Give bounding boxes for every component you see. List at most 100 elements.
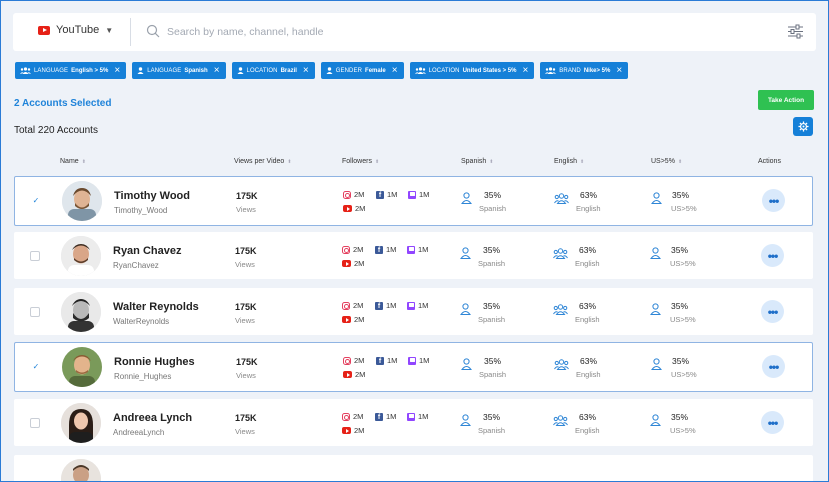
instagram-icon (342, 245, 350, 254)
close-icon[interactable]: × (616, 64, 623, 76)
facebook-icon: f (375, 245, 383, 254)
us-label: US>5% (671, 204, 697, 213)
users-icon (20, 67, 31, 74)
filter-chip[interactable]: LOCATION Brazil × (231, 62, 315, 79)
table-row[interactable]: ✓ Walter Reynolds WalterReynolds 175K Views 2… (14, 288, 813, 335)
close-icon[interactable]: × (213, 64, 220, 76)
take-action-button[interactable]: Take Action (758, 90, 814, 110)
chip-key: BRAND (559, 67, 581, 74)
more-actions-button[interactable]: ••• (762, 355, 785, 378)
facebook-followers: f 1M (376, 190, 397, 199)
row-checkbox[interactable]: ✓ (31, 196, 41, 206)
filter-sliders-icon[interactable] (787, 23, 804, 40)
twitch-icon (408, 190, 416, 199)
user-icon (459, 413, 472, 431)
instagram-icon (343, 190, 351, 199)
account-name[interactable]: Walter Reynolds (113, 301, 199, 313)
twitch-icon (407, 301, 415, 310)
check-icon: ✓ (32, 196, 40, 205)
spanish-value: 35% (484, 190, 502, 200)
avatar (61, 403, 101, 443)
filter-chip[interactable]: LANGUAGE English > 5% × (15, 62, 127, 79)
twitch-followers: 1M (407, 245, 428, 254)
col-name[interactable]: Name ⬍ (60, 158, 86, 165)
platform-dropdown[interactable]: YouTube ▼ (38, 24, 113, 36)
twitch-icon (407, 245, 415, 254)
table-row[interactable]: ✓ Ronnie Hughes Ronnie_Hughes 175K Views 2M f 1… (14, 342, 813, 392)
user-icon (460, 191, 473, 209)
search-input[interactable] (167, 22, 727, 42)
row-checkbox[interactable]: ✓ (31, 362, 41, 372)
user-icon (459, 246, 472, 264)
close-icon[interactable]: × (391, 64, 398, 76)
english-label: English (575, 315, 600, 324)
user-icon (459, 302, 472, 320)
facebook-icon: f (375, 412, 383, 421)
twitch-followers: 1M (407, 301, 428, 310)
youtube-icon (343, 205, 352, 212)
more-actions-button[interactable]: ••• (761, 244, 784, 267)
spanish-label: Spanish (478, 315, 506, 324)
twitch-icon (408, 356, 416, 365)
account-handle: Ronnie_Hughes (114, 372, 172, 381)
col-views[interactable]: Views per Video ⬍ (234, 158, 292, 165)
col-english[interactable]: English ⬍ (554, 158, 585, 165)
instagram-icon (342, 412, 350, 421)
chip-key: LANGUAGE (147, 67, 182, 74)
more-actions-button[interactable]: ••• (762, 189, 785, 212)
user-icon (649, 302, 662, 320)
col-us[interactable]: US>5% ⬍ (651, 158, 683, 165)
english-value: 63% (580, 356, 598, 366)
close-icon[interactable]: × (114, 64, 121, 76)
account-name[interactable]: Ronnie Hughes (114, 356, 195, 368)
table-row[interactable] (14, 455, 813, 481)
col-spanish[interactable]: Spanish ⬍ (461, 158, 494, 165)
spanish-label: Spanish (479, 204, 507, 213)
chip-value: Spanish (184, 67, 208, 74)
us-label: US>5% (671, 370, 697, 379)
table-row[interactable]: ✓ Ryan Chavez RyanChavez 175K Views 2M f1M 1M 2M… (14, 232, 813, 279)
close-icon[interactable]: × (522, 64, 529, 76)
views-value: 175K (236, 357, 258, 367)
avatar (61, 292, 101, 332)
instagram-followers: 2M (342, 301, 363, 310)
row-checkbox[interactable]: ✓ (30, 307, 40, 317)
us-value: 35% (671, 245, 689, 255)
more-actions-button[interactable]: ••• (761, 411, 784, 434)
instagram-followers: 2M (343, 190, 364, 199)
instagram-followers: 2M (342, 412, 363, 421)
col-followers[interactable]: Followers ⬍ (342, 158, 380, 165)
avatar (62, 181, 102, 221)
spanish-value: 35% (483, 301, 501, 311)
row-checkbox[interactable]: ✓ (30, 251, 40, 261)
avatar (61, 236, 101, 276)
close-icon[interactable]: × (302, 64, 309, 76)
filter-chip[interactable]: BRAND Nike> 5% × (540, 62, 629, 79)
avatar (61, 459, 101, 481)
youtube-icon (342, 260, 351, 267)
english-label: English (575, 426, 600, 435)
account-name[interactable]: Timothy Wood (114, 190, 190, 202)
english-value: 63% (580, 190, 598, 200)
users-icon (414, 67, 426, 74)
chip-value: English > 5% (71, 67, 109, 74)
more-actions-button[interactable]: ••• (761, 300, 784, 323)
settings-button[interactable] (793, 117, 813, 136)
filter-chip[interactable]: LOCATION United States > 5% × (409, 62, 535, 79)
filter-chip[interactable]: GENDER Female × (320, 62, 404, 79)
filter-chip[interactable]: LANGUAGE Spanish × (132, 62, 226, 79)
users-icon (554, 191, 569, 209)
instagram-icon (342, 301, 350, 310)
account-name[interactable]: Andreea Lynch (113, 412, 193, 424)
views-label: Views (236, 371, 256, 380)
row-checkbox[interactable]: ✓ (30, 418, 40, 428)
users-icon (553, 302, 568, 320)
youtube-icon (38, 25, 50, 35)
views-label: Views (235, 427, 255, 436)
sort-icon: ⬍ (489, 158, 494, 165)
account-name[interactable]: Ryan Chavez (113, 245, 182, 257)
us-value: 35% (671, 412, 689, 422)
youtube-followers: 2M (342, 315, 364, 324)
table-row[interactable]: ✓Andreea LynchAndreeaLynch175KViews2Mf1M… (14, 399, 813, 446)
table-row[interactable]: ✓ Timothy Wood Timothy_Wood 175K Views 2M f 1M 1… (14, 176, 813, 226)
